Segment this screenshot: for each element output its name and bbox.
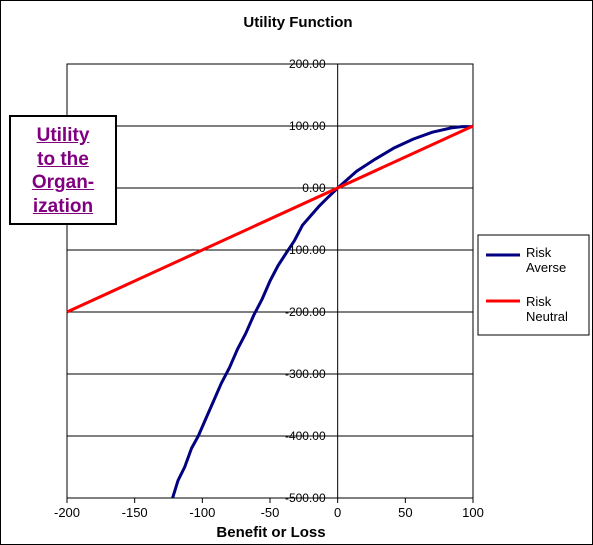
legend: Risk Averse Risk Neutral <box>477 234 590 336</box>
legend-label-risk-averse-line2: Averse <box>526 260 566 275</box>
chart-title: Utility Function <box>243 14 352 31</box>
x-tick-label: -200 <box>54 505 80 520</box>
y-tick-label: -100.00 <box>285 243 326 257</box>
x-axis-label: Benefit or Loss <box>216 524 325 541</box>
series-lines <box>66 124 474 499</box>
y-tick-label: 100.00 <box>289 119 326 133</box>
annotation-line: Organ- <box>31 172 95 193</box>
series-risk-neutral <box>66 124 474 314</box>
annotation-line: Utility <box>36 125 90 146</box>
utility-annotation-box: Utility to the Organ- ization <box>9 115 117 225</box>
x-tick-label: -50 <box>261 505 280 520</box>
annotation-line: to the <box>37 148 89 170</box>
legend-label-risk-neutral-line2: Neutral <box>526 309 568 324</box>
y-tick-label: 200.00 <box>289 57 326 71</box>
y-tick-label: -200.00 <box>285 305 326 319</box>
y-tick-labels: 200.00 100.00 0.00 -100.00 -200.00 -300.00 -40… <box>285 57 326 505</box>
x-tick-label: 0 <box>334 505 341 520</box>
annotation-line: ization <box>32 195 94 217</box>
y-tick-label: -500.00 <box>285 491 326 505</box>
legend-label-risk-averse-line1: Risk <box>526 245 552 260</box>
gridlines <box>67 125 473 437</box>
x-tick-label: -100 <box>189 505 215 520</box>
x-tick-label: -150 <box>122 505 148 520</box>
legend-label-risk-neutral-line1: Risk <box>526 294 552 309</box>
x-tick-label: 100 <box>462 505 484 520</box>
series-risk-averse <box>171 125 473 499</box>
y-tick-label: -300.00 <box>285 367 326 381</box>
y-tick-label: 0.00 <box>302 181 326 195</box>
legend-box <box>477 234 590 336</box>
x-tick-labels: -200 -150 -100 -50 0 50 100 <box>54 505 484 520</box>
y-tick-label: -400.00 <box>285 429 326 443</box>
x-tick-label: 50 <box>398 505 412 520</box>
